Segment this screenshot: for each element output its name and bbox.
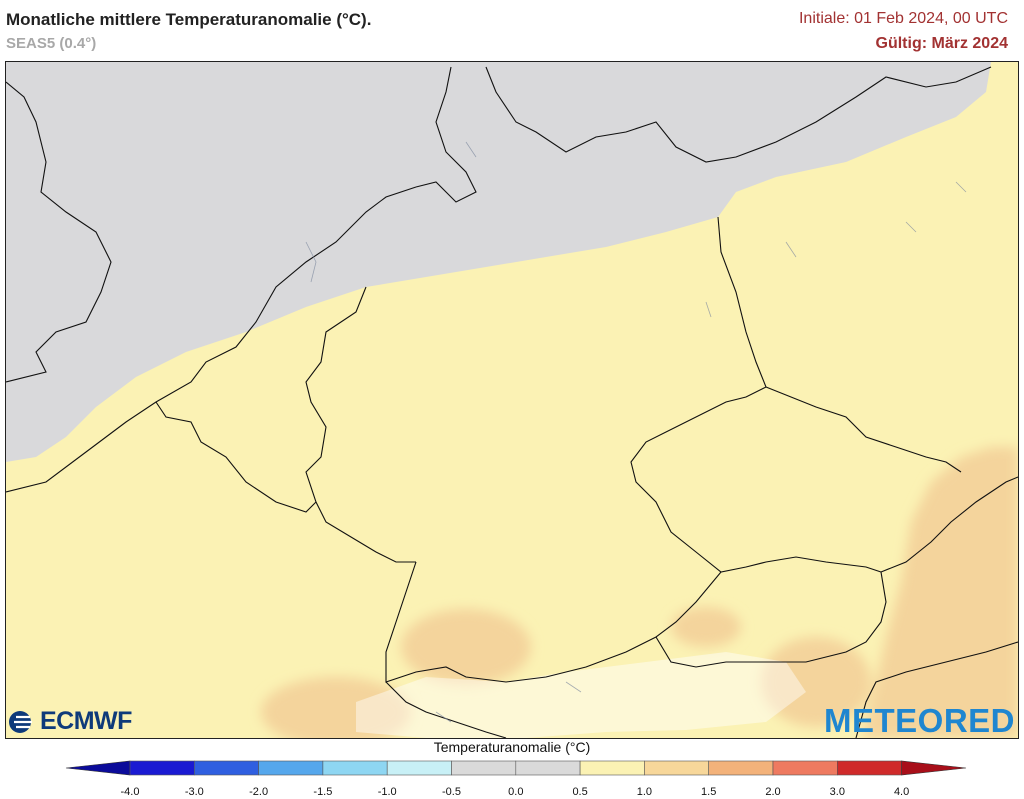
colorbar-tick-label: 3.0 bbox=[830, 786, 845, 798]
colorbar-tick-label: 0.0 bbox=[508, 786, 523, 798]
colorbar-tick-label: -2.0 bbox=[249, 786, 268, 798]
ecmwf-logo-text: ECMWF bbox=[40, 707, 132, 735]
colorbar-tick-label: 4.0 bbox=[894, 786, 909, 798]
rivers-lakes bbox=[305, 141, 967, 723]
colorbar-segment bbox=[451, 760, 517, 776]
alps-relief bbox=[356, 652, 806, 738]
colorbar-segment bbox=[772, 760, 838, 776]
map-panel[interactable] bbox=[5, 61, 1019, 739]
map-canvas bbox=[6, 62, 1018, 738]
colorbar-tick-label: -3.0 bbox=[185, 786, 204, 798]
coastlines-borders bbox=[6, 66, 1018, 738]
colorbar-segment bbox=[322, 760, 388, 776]
anomaly-field-orange bbox=[261, 447, 1018, 738]
colorbar-tick-label: -1.5 bbox=[313, 786, 332, 798]
colorbar-segment bbox=[194, 760, 259, 776]
anomaly-field-gray bbox=[6, 62, 991, 462]
colorbar-segment bbox=[515, 760, 581, 776]
colorbar-tick-label: 1.0 bbox=[637, 786, 652, 798]
model-label: SEAS5 (0.4°) bbox=[6, 35, 97, 52]
init-time: Initiale: 01 Feb 2024, 00 UTC bbox=[798, 10, 1008, 27]
chart-title: Monatliche mittlere Temperaturanomalie (… bbox=[6, 10, 372, 29]
colorbar-tick-label: -4.0 bbox=[121, 786, 140, 798]
colorbar-tick-label: -0.5 bbox=[442, 786, 461, 798]
colorbar: -4.0 -3.0 -2.0 -1.5 -1.0 -0.5 0.0 0.5 1.0 1.5 2.0 3… bbox=[65, 760, 967, 798]
colorbar-segment bbox=[644, 760, 710, 776]
colorbar-segment bbox=[129, 760, 195, 776]
colorbar-segment bbox=[258, 760, 324, 776]
ecmwf-logo: ECMWF bbox=[8, 707, 132, 736]
colorbar-segment bbox=[708, 760, 774, 776]
colorbar-tick-label: 2.0 bbox=[765, 786, 780, 798]
colorbar-low-arrow bbox=[65, 760, 131, 776]
colorbar-tick-label: -1.0 bbox=[378, 786, 397, 798]
ecmwf-emblem-icon bbox=[9, 710, 32, 733]
colorbar-tick-label: 0.5 bbox=[572, 786, 587, 798]
meteored-logo: METEORED bbox=[823, 702, 1015, 739]
legend-title: Temperaturanomalie (°C) bbox=[433, 739, 591, 755]
colorbar-segment bbox=[386, 760, 452, 776]
colorbar-tick-label: 1.5 bbox=[701, 786, 716, 798]
colorbar-high-arrow bbox=[901, 760, 967, 776]
colorbar-segment bbox=[579, 760, 645, 776]
colorbar-segment bbox=[836, 760, 902, 776]
valid-period: Gültig: März 2024 bbox=[875, 35, 1008, 52]
